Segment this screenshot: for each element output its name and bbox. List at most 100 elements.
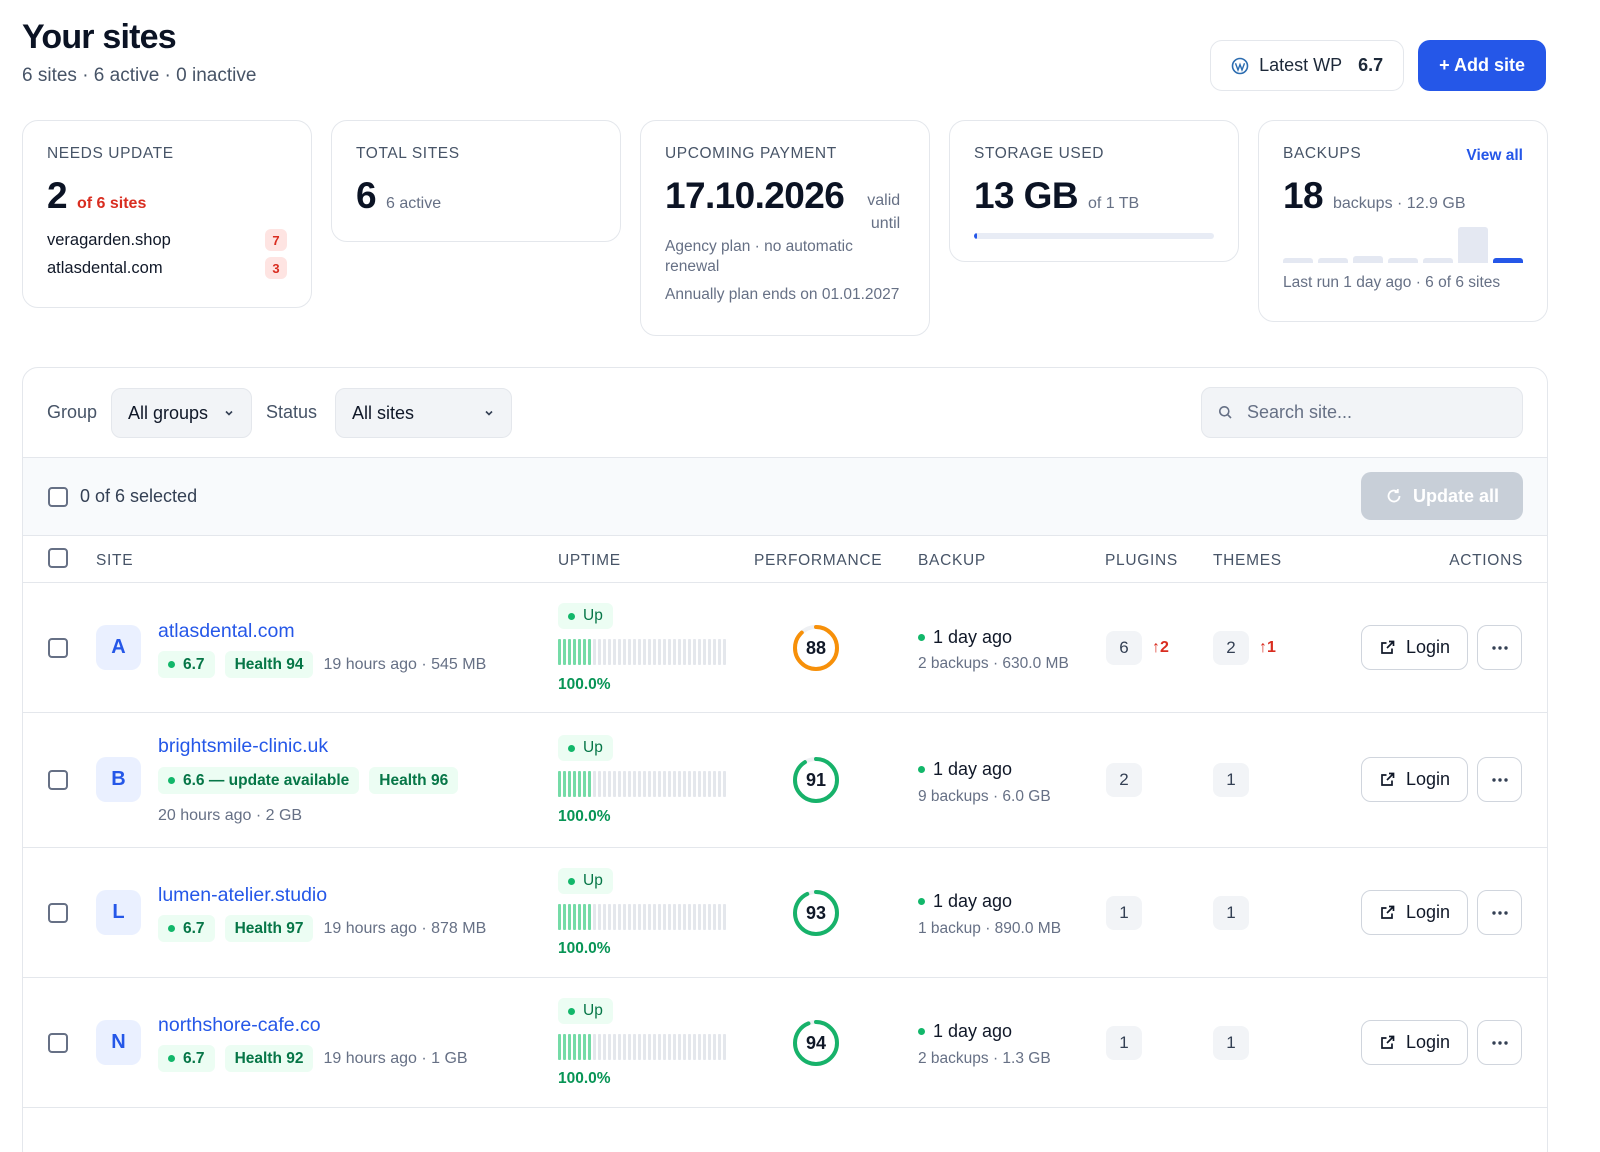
status-dot (568, 1007, 575, 1015)
select-all-checkbox[interactable] (48, 487, 68, 507)
login-button[interactable]: Login (1361, 890, 1468, 935)
search-icon (1219, 406, 1232, 419)
status-dot (918, 766, 925, 773)
total-sites-card: TOTAL SITES 6 6 active (331, 120, 621, 242)
plugins-count-badge[interactable]: 2 (1106, 763, 1142, 797)
row-checkbox[interactable] (48, 903, 68, 923)
uptime-bar (593, 904, 596, 930)
site-avatar: N (96, 1020, 141, 1065)
site-name-link[interactable]: lumen-atelier.studio (158, 884, 328, 906)
uptime-bar (628, 1034, 631, 1060)
row-checkbox[interactable] (48, 1033, 68, 1053)
uptime-bar (608, 1034, 611, 1060)
uptime-bar (583, 771, 586, 797)
refresh-icon (1387, 489, 1401, 503)
uptime-history-bars (558, 771, 726, 797)
site-avatar: L (96, 890, 141, 935)
status-dot (168, 661, 175, 668)
themes-updates-count: ↑1 (1259, 639, 1276, 656)
storage-progress-bar (974, 233, 1214, 239)
storage-card: STORAGE USED 13 GB of 1 TB (949, 120, 1239, 262)
uptime-bar (628, 639, 631, 665)
table-row[interactable]: N northshore-cafe.co 6.7 Health 92 19 ho… (23, 978, 1547, 1108)
search-input[interactable] (1247, 402, 1497, 423)
backup-day-bar (1283, 258, 1313, 263)
uptime-bar (673, 1034, 676, 1060)
add-site-button[interactable]: + Add site (1418, 40, 1546, 91)
more-actions-button[interactable] (1477, 625, 1522, 670)
uptime-bar (618, 1034, 621, 1060)
storage-total: of 1 TB (1087, 195, 1140, 212)
column-header-performance[interactable]: PERFORMANCE (754, 552, 883, 569)
themes-count-badge[interactable]: 1 (1213, 763, 1249, 797)
more-actions-button[interactable] (1477, 1020, 1522, 1065)
health-badge: Health 94 (224, 651, 314, 678)
row-checkbox[interactable] (48, 638, 68, 658)
view-all-backups-link[interactable]: View all (1466, 147, 1523, 164)
uptime-bar (563, 1034, 566, 1060)
uptime-percentage: 100.0% (558, 808, 611, 825)
login-button[interactable]: Login (1361, 757, 1468, 802)
uptime-bar (583, 904, 586, 930)
sites-panel: Group All groups Status All sites 0 of 6… (22, 367, 1548, 1152)
uptime-bar (688, 771, 691, 797)
login-button[interactable]: Login (1361, 625, 1468, 670)
selection-count: 0 of 6 selected (80, 486, 198, 506)
uptime-bar (568, 639, 571, 665)
column-header-backup[interactable]: BACKUP (918, 552, 986, 569)
uptime-bar (643, 771, 646, 797)
summary-cards: NEEDS UPDATE 2 of 6 sites veragarden.sho… (22, 120, 1548, 340)
site-meta: 6.7 Health 92 19 hours ago · 1 GB (158, 1045, 468, 1072)
backup-detail: 2 backups · 630.0 MB (918, 655, 1069, 672)
themes-count-badge[interactable]: 2 (1213, 631, 1249, 665)
wp-label: Latest WP (1259, 55, 1343, 75)
latest-wp-button[interactable]: Latest WP 6.7 (1210, 40, 1405, 91)
uptime-bar (618, 639, 621, 665)
page-header: Your sites 6 sites · 6 active · 0 inacti… (22, 18, 256, 87)
more-icon (1491, 777, 1508, 782)
more-actions-button[interactable] (1477, 890, 1522, 935)
status-select[interactable]: All sites (335, 388, 512, 438)
column-header-uptime[interactable]: UPTIME (558, 552, 621, 569)
site-name-link[interactable]: atlasdental.com (158, 620, 295, 642)
table-row[interactable]: L lumen-atelier.studio 6.7 Health 97 19 … (23, 848, 1547, 978)
uptime-bar (628, 771, 631, 797)
login-button[interactable]: Login (1361, 1020, 1468, 1065)
update-item[interactable]: veragarden.shop 7 (47, 229, 287, 251)
site-name-link[interactable]: brightsmile-clinic.uk (158, 735, 329, 757)
group-select[interactable]: All groups (111, 388, 252, 438)
site-name-link[interactable]: northshore-cafe.co (158, 1014, 321, 1036)
uptime-bar (718, 1034, 721, 1060)
uptime-bar (603, 771, 606, 797)
column-header-plugins[interactable]: PLUGINS (1105, 552, 1178, 569)
table-row[interactable]: A atlasdental.com 6.7 Health 94 19 hours… (23, 583, 1547, 713)
uptime-status-badge: Up (558, 603, 613, 629)
status-dot (568, 612, 575, 620)
more-actions-button[interactable] (1477, 757, 1522, 802)
plugins-count-badge[interactable]: 1 (1106, 896, 1142, 930)
uptime-bar (623, 1034, 626, 1060)
search-box[interactable] (1201, 387, 1523, 438)
column-header-site[interactable]: SITE (96, 552, 134, 569)
update-all-button[interactable]: Update all (1361, 472, 1523, 520)
update-item[interactable]: atlasdental.com 3 (47, 257, 287, 279)
themes-count-badge[interactable]: 1 (1213, 896, 1249, 930)
table-row[interactable]: B brightsmile-clinic.uk 6.6 — update ava… (23, 713, 1547, 848)
header-checkbox[interactable] (48, 548, 68, 568)
uptime-bar (678, 904, 681, 930)
row-checkbox[interactable] (48, 770, 68, 790)
status-dot (568, 744, 575, 752)
uptime-bar (633, 639, 636, 665)
storage-used: 13 GB (974, 175, 1079, 216)
uptime-bar (688, 904, 691, 930)
column-header-themes[interactable]: THEMES (1213, 552, 1282, 569)
plugins-count-badge[interactable]: 6 (1106, 631, 1142, 665)
uptime-history-bars (558, 1034, 726, 1060)
themes-count-badge[interactable]: 1 (1213, 1026, 1249, 1060)
score-ring (793, 757, 839, 803)
uptime-bar (668, 771, 671, 797)
uptime-bar (653, 771, 656, 797)
backup-detail: 2 backups · 1.3 GB (918, 1050, 1051, 1067)
uptime-percentage: 100.0% (558, 940, 611, 957)
plugins-count-badge[interactable]: 1 (1106, 1026, 1142, 1060)
